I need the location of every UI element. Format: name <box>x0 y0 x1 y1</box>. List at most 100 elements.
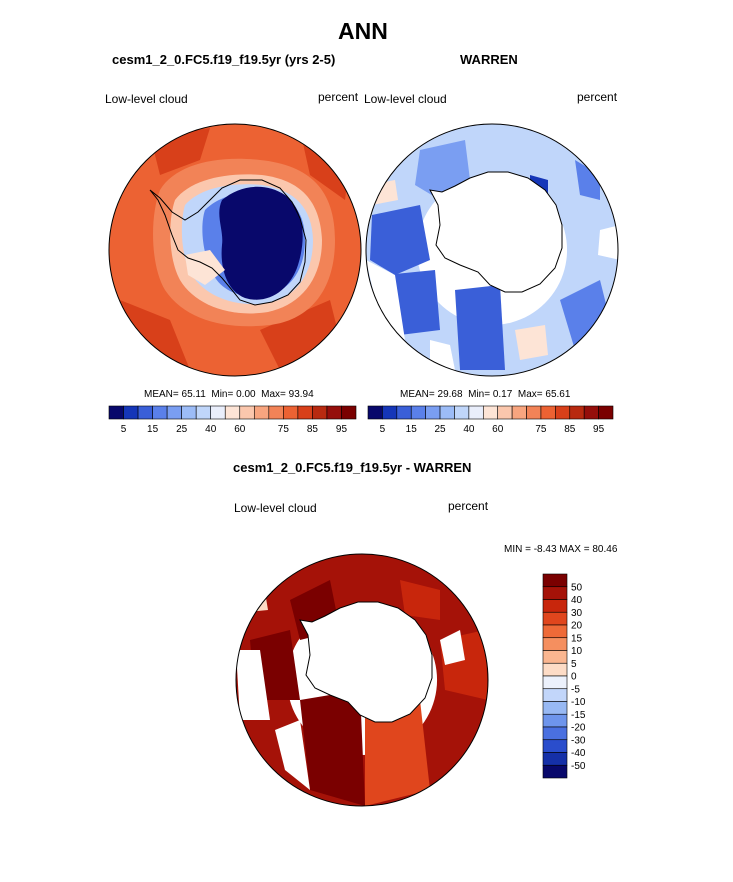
mean-value: 65.11 <box>181 389 206 400</box>
colorbar-swatch <box>542 637 568 651</box>
coastline <box>299 601 433 723</box>
colorbar-swatch <box>542 713 568 728</box>
colorbar-tick-label: 15 <box>147 424 159 435</box>
colorbar-tick-label: 10 <box>571 646 583 657</box>
right-panel-stats: MEAN= 29.68 Min= 0.17 Max= 65.61 <box>400 389 570 400</box>
colorbar-tick-label: 95 <box>336 424 348 435</box>
max-label: Max= <box>517 389 543 400</box>
colorbar-tick-label: 50 <box>571 582 583 593</box>
colorbar-tick-label: 40 <box>205 424 217 435</box>
map-region <box>365 700 430 806</box>
colorbar-swatch <box>425 405 441 420</box>
left-map-border <box>108 123 362 377</box>
colorbar-swatch <box>166 405 182 420</box>
colorbar-tick-label: 20 <box>571 621 583 632</box>
colorbar-tick-label: 0 <box>571 672 577 683</box>
colorbar-swatch <box>542 688 568 702</box>
map-region <box>575 160 600 200</box>
map-region <box>275 720 310 790</box>
colorbar-swatch <box>542 752 568 766</box>
min-value: 0.17 <box>492 389 513 400</box>
colorbar-tick-label: 15 <box>571 633 583 644</box>
colorbar-swatch <box>555 405 571 420</box>
right-colorbar: 5 15 25 40 60 75 85 95 <box>367 405 614 435</box>
map-region <box>300 690 365 806</box>
colorbar-swatch <box>410 405 426 420</box>
colorbar-swatch <box>454 405 470 420</box>
map-region <box>260 300 340 370</box>
min-value: 0.00 <box>236 389 256 400</box>
colorbar-tick-label: 15 <box>406 424 418 435</box>
map-region <box>515 325 548 360</box>
colorbar-swatch <box>123 405 139 420</box>
colorbar-tick-label: -50 <box>571 761 586 772</box>
colorbar-tick-label: 40 <box>463 424 475 435</box>
colorbar-swatch <box>542 611 568 626</box>
colorbar-swatch <box>598 405 614 420</box>
colorbar-tick-label: 5 <box>380 424 386 435</box>
mean-value: 29.68 <box>437 389 463 400</box>
colorbar-swatch <box>542 586 568 600</box>
colorbar-swatch <box>583 405 599 420</box>
map-region <box>236 650 270 720</box>
colorbar-swatch <box>540 405 556 420</box>
diff-map <box>236 554 488 806</box>
left-colorbar: 5 15 25 40 60 75 85 95 <box>108 405 357 435</box>
colorbar-swatch <box>210 405 226 420</box>
left-panel-title: cesm1_2_0.FC5.f19_f19.5yr (yrs 2-5) <box>112 52 336 67</box>
mean-label: MEAN= <box>144 389 179 400</box>
colorbar-swatch <box>283 405 299 420</box>
colorbar-swatch <box>253 405 270 420</box>
colorbar-tick-label: 5 <box>121 424 127 435</box>
colorbar-swatch <box>468 405 484 420</box>
max-value: 93.94 <box>288 389 314 400</box>
colorbar-swatch <box>542 624 568 639</box>
colorbar-swatch <box>382 405 398 420</box>
colorbar-tick-label: 25 <box>434 424 446 435</box>
colorbar-tick-label: 60 <box>492 424 504 435</box>
colorbar-swatch <box>526 405 542 420</box>
colorbar-tick-label: -5 <box>571 684 580 695</box>
map-region <box>366 260 405 340</box>
colorbar-tick-label: 40 <box>571 595 583 606</box>
colorbar-tick-label: 85 <box>307 424 319 435</box>
colorbar-swatch <box>542 675 568 690</box>
colorbar-tick-label: 25 <box>176 424 188 435</box>
min-label: Min= <box>211 389 234 400</box>
diff-panel-title: cesm1_2_0.FC5.f19_f19.5yr - WARREN <box>233 460 472 475</box>
colorbar-tick-label: -15 <box>571 710 586 721</box>
map-region <box>598 225 618 260</box>
map-region <box>245 592 268 612</box>
coastline <box>149 179 307 306</box>
colorbar-swatch <box>542 599 568 613</box>
min-label: Min= <box>468 389 491 400</box>
colorbar-swatch <box>542 573 568 588</box>
map-region <box>440 630 465 665</box>
colorbar-swatch <box>195 405 212 420</box>
colorbar-tick-label: 5 <box>571 659 577 670</box>
colorbar-swatch <box>542 650 568 664</box>
colorbar-swatch <box>542 701 568 715</box>
diff-panel-variable: Low-level cloud <box>234 501 317 515</box>
colorbar-swatch <box>152 405 168 420</box>
colorbar-tick-label: 75 <box>278 424 290 435</box>
left-panel-stats: MEAN= 65.11 Min= 0.00 Max= 93.94 <box>144 389 314 400</box>
left-panel-units: percent <box>318 90 359 104</box>
colorbar-swatch <box>569 405 585 420</box>
right-panel-units: percent <box>577 90 618 104</box>
colorbar-swatch <box>367 405 383 420</box>
right-map <box>366 124 618 376</box>
max-value: 65.61 <box>545 389 571 400</box>
diff-panel-minmax: MIN = -8.43 MAX = 80.46 <box>504 544 618 555</box>
map-region <box>219 186 303 300</box>
map-region <box>370 205 430 275</box>
colorbar-swatch <box>542 726 568 741</box>
colorbar-tick-label: -30 <box>571 735 586 746</box>
colorbar-tick-label: 30 <box>571 608 583 619</box>
diff-panel-units: percent <box>448 499 489 513</box>
page-title: ANN <box>338 18 388 44</box>
colorbar-tick-label: -10 <box>571 697 586 708</box>
colorbar-swatch <box>137 405 153 420</box>
mean-label: MEAN= <box>400 389 435 400</box>
